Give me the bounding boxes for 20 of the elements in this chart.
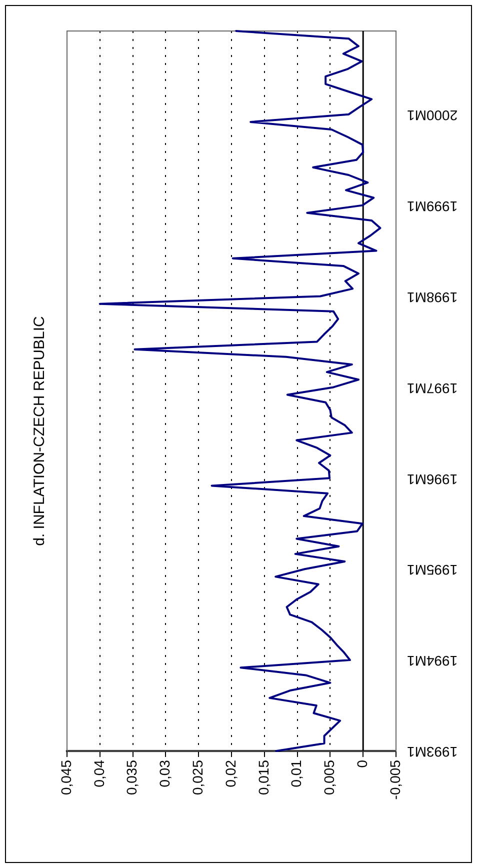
- x-tick-label: 0,035: [124, 760, 140, 796]
- y-tick-label: 1998M1: [406, 289, 458, 306]
- x-tick-label: 0: [354, 760, 370, 768]
- x-tick-label: 0,015: [255, 760, 272, 796]
- y-tick-label: 1999M1: [406, 198, 458, 214]
- x-tick-label: 0,045: [58, 760, 74, 796]
- y-tick-label: 1994M1: [406, 653, 458, 670]
- y-tick-label: 1995M1: [406, 562, 458, 578]
- x-tick-label: 0,04: [90, 760, 107, 788]
- x-tick-label: 0,005: [321, 760, 338, 796]
- y-tick-label: 1996M1: [406, 471, 458, 488]
- y-tick-label: 2000M1: [406, 108, 458, 124]
- text: d. INFLATION-CZECH REPUBLIC: [31, 316, 48, 546]
- x-tick-label: 0,025: [189, 760, 206, 796]
- y-tick-label: 1997M1: [406, 380, 458, 396]
- y-tick-label: 1993M1: [406, 744, 458, 760]
- x-tick-label: -0,005: [386, 760, 403, 800]
- x-tick-label: 0,02: [222, 760, 238, 788]
- x-tick-label: 0,03: [156, 760, 173, 788]
- x-tick-label: 0,01: [288, 760, 304, 788]
